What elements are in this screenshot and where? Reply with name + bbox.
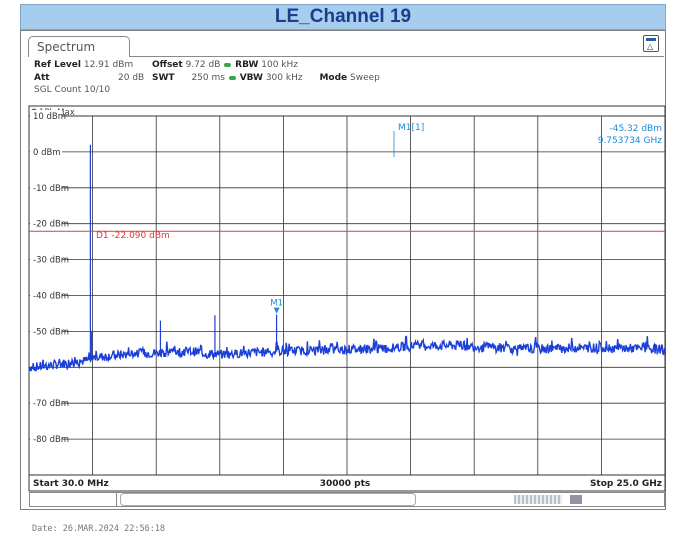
display-config-icon-bar: [646, 38, 656, 41]
y-tick-label-bg: [30, 181, 62, 193]
y-tick-label: 0 dBm: [33, 148, 61, 158]
y-tick-label: -20 dBm: [33, 220, 69, 230]
y-tick-label: -70 dBm: [33, 399, 69, 409]
points-label: 30000 pts: [320, 479, 371, 489]
vbw-coupled-icon: [228, 75, 236, 80]
sgl-count: SGL Count 10/10: [34, 85, 111, 95]
marker-m1-tag: M1: [270, 299, 283, 309]
y-tick-label-bg: [30, 433, 62, 445]
triangle-icon: △: [647, 42, 654, 51]
vbw-value: 300 kHz: [265, 73, 303, 83]
rbw-label: RBW: [235, 60, 259, 70]
timestamp: Date: 26.MAR.2024 22:56:18: [32, 524, 166, 534]
y-tick-label-bg: [30, 110, 62, 121]
swt-label: SWT: [152, 73, 175, 83]
status-indicator-icon: [570, 495, 582, 504]
ref-level-label: Ref Level: [34, 60, 81, 70]
rbw-coupled-icon: [224, 62, 232, 67]
att-value: 20 dB: [118, 73, 145, 83]
marker-readout-name: M1[1]: [398, 123, 424, 133]
y-tick-label: -80 dBm: [33, 435, 69, 445]
tab-divider: [130, 56, 664, 57]
y-tick-labels: 10 dBm 0 dBm -10 dBm -20 dBm -30 dBm -40 dBm -…: [30, 110, 69, 445]
offset-value: 9.72 dB: [185, 60, 221, 70]
mode-label: Mode: [319, 73, 348, 83]
tab-spectrum[interactable]: Spectrum: [28, 36, 130, 57]
display-config-icon[interactable]: △: [643, 35, 659, 52]
att-label: Att: [34, 73, 50, 83]
grid: [29, 116, 665, 475]
mode-value: Sweep: [350, 73, 380, 83]
marker-readout-value: -45.32 dBm: [609, 124, 662, 134]
trace-line: [28, 335, 666, 372]
y-tick-label-bg: [30, 217, 62, 229]
x-stop-label: Stop 25.0 GHz: [590, 479, 662, 489]
y-tick-label: 10 dBm: [33, 112, 66, 122]
offset-label: Offset: [152, 60, 183, 70]
display-line-label: D1 -22.090 dBm: [96, 231, 170, 241]
y-tick-label: -30 dBm: [33, 256, 69, 266]
spectrum-analyzer-window: Spectrum △ Ref Level 12.91 dBm Att 20 dB…: [20, 30, 666, 510]
y-tick-label-bg: [30, 397, 62, 409]
marker-readout-frequency: 9.753734 GHz: [598, 136, 663, 146]
y-tick-label: -40 dBm: [33, 292, 69, 302]
trace-layer: [28, 144, 666, 372]
y-tick-label-bg: [30, 145, 62, 157]
chart-frame: [28, 105, 666, 492]
ref-level-row: Ref Level 12.91 dBm: [34, 60, 133, 70]
offset-row: Offset 9.72 dB RBW 100 kHz: [152, 60, 298, 70]
status-segment-left: [30, 493, 117, 506]
sweep-progress-indicator: [514, 495, 562, 504]
marker-m1-symbol[interactable]: [273, 307, 280, 314]
ref-level-value: 12.91 dBm: [83, 60, 134, 70]
swt-row: SWT 250 ms VBW 300 kHz Mode Sweep: [152, 73, 380, 83]
y-tick-label: -50 dBm: [33, 327, 69, 337]
rbw-value: 100 kHz: [261, 60, 298, 70]
y-tick-label-bg: [30, 253, 62, 265]
vbw-label: VBW: [239, 73, 263, 83]
status-bar: [29, 492, 665, 507]
window-title: LE_Channel 19: [20, 4, 666, 30]
y-tick-label-bg: [30, 325, 62, 337]
x-start-label: Start 30.0 MHz: [33, 479, 109, 489]
swt-value: 250 ms: [191, 73, 225, 83]
status-message-field: [120, 493, 416, 506]
y-tick-label-bg: [30, 289, 62, 301]
y-tick-label: -10 dBm: [33, 184, 69, 194]
